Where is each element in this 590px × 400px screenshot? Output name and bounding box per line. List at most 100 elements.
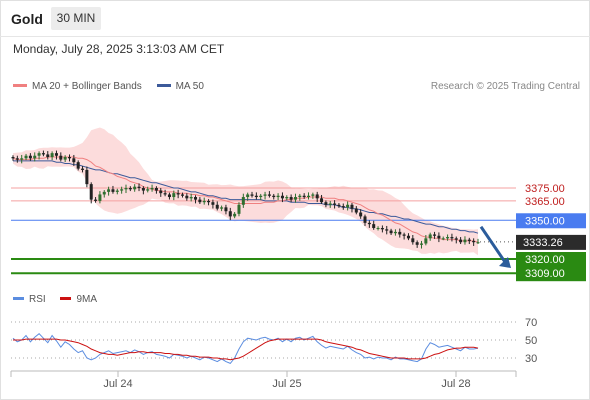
level-label-support: 3320.00 <box>525 254 565 266</box>
instrument-title: Gold <box>11 11 43 27</box>
timeframe-button[interactable]: 30 MIN <box>51 7 101 30</box>
price-legend: MA 20 + Bollinger Bands MA 50 <box>13 81 204 92</box>
candle <box>224 207 228 212</box>
rsi-tick-label: 70 <box>525 317 537 329</box>
candle <box>237 204 241 214</box>
level-label-support: 3309.00 <box>525 268 565 280</box>
research-credit: Research © 2025 Trading Central <box>430 81 580 92</box>
x-tick-label: Jul 28 <box>441 378 470 390</box>
candle <box>250 194 254 196</box>
rsi-legend-label: RSI <box>29 294 46 305</box>
candle <box>233 213 237 217</box>
candle <box>393 231 397 234</box>
candle <box>220 207 224 209</box>
candle <box>367 222 371 225</box>
candle <box>276 195 280 198</box>
candle <box>198 199 202 203</box>
candle <box>111 189 115 192</box>
candle <box>215 204 219 209</box>
level-label-resistance: 3375.00 <box>525 183 565 195</box>
candle <box>11 157 15 159</box>
candle <box>376 228 380 230</box>
candle <box>446 237 450 239</box>
candle <box>180 194 184 196</box>
candle <box>141 188 145 191</box>
candle <box>176 193 180 195</box>
candle <box>363 216 367 223</box>
chart-timestamp: Monday, July 28, 2025 3:13:03 AM CET <box>13 42 225 56</box>
ma20-swatch <box>13 83 27 87</box>
candle <box>311 194 315 196</box>
level-tag-support <box>516 266 586 282</box>
candle <box>350 204 354 209</box>
level-tag-support <box>516 252 586 267</box>
candle <box>133 186 137 190</box>
candle <box>380 228 384 230</box>
candle <box>94 199 98 201</box>
candle <box>259 195 263 198</box>
candle <box>37 153 41 156</box>
candle <box>85 169 89 185</box>
candle <box>450 237 454 239</box>
bollinger-band <box>13 127 478 256</box>
ma9-swatch <box>60 296 72 300</box>
candle <box>428 234 432 239</box>
candle <box>15 158 19 160</box>
candle <box>150 188 154 190</box>
candle <box>98 194 102 201</box>
candle <box>124 188 128 190</box>
candle <box>72 158 76 163</box>
candle <box>472 240 476 243</box>
candle <box>28 155 32 159</box>
candle <box>441 238 445 240</box>
chart-header: Gold 30 MIN <box>0 0 590 36</box>
candle <box>302 195 306 198</box>
candle <box>328 203 332 205</box>
ma50-legend-label: MA 50 <box>175 81 204 92</box>
candle <box>33 155 37 159</box>
candle <box>324 202 328 205</box>
candle <box>415 242 419 245</box>
candle <box>207 200 211 203</box>
candle <box>280 195 284 199</box>
level-label-resistance: 3365.00 <box>525 196 565 208</box>
candle <box>20 158 24 160</box>
candle <box>293 197 297 200</box>
candle <box>107 189 111 192</box>
candle <box>254 195 258 198</box>
candle <box>385 229 389 231</box>
forecast-arrow <box>479 225 507 263</box>
candle <box>115 190 119 192</box>
candle <box>354 208 358 213</box>
last-price-label: 3333.26 <box>523 237 563 249</box>
candle <box>433 234 437 236</box>
candle <box>154 188 158 191</box>
candle <box>24 155 28 159</box>
rsi-legend: RSI 9MA <box>13 294 97 305</box>
candle <box>463 239 467 243</box>
candle <box>459 239 463 243</box>
candle <box>241 197 245 205</box>
candle <box>59 155 63 160</box>
candle <box>333 203 337 205</box>
ma50-swatch <box>156 83 171 87</box>
rsi-tick-label: 50 <box>525 335 537 347</box>
candle <box>289 197 293 200</box>
candle <box>467 239 471 241</box>
candle <box>76 162 80 169</box>
candle <box>411 238 415 243</box>
candle <box>346 204 350 208</box>
candle <box>246 194 250 198</box>
candle <box>337 204 341 207</box>
candle <box>267 194 271 196</box>
candle <box>41 153 45 155</box>
candle <box>315 194 319 199</box>
rsi-line <box>12 333 479 365</box>
time-axis: Jul 24 Jul 25 Jul 28 <box>10 370 517 390</box>
candle <box>372 224 376 229</box>
candle <box>419 243 424 245</box>
candle <box>120 189 124 191</box>
candle <box>359 212 363 217</box>
